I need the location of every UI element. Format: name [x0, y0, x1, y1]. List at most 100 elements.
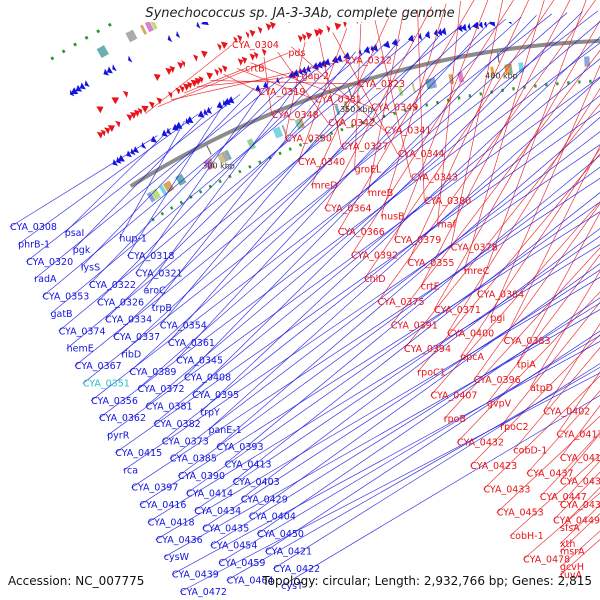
- leader-line: [496, 415, 600, 513]
- leader-line: [263, 57, 273, 116]
- gene-label: CYA_0394: [404, 344, 451, 355]
- leader-line: [559, 405, 600, 459]
- gene-arrow: [269, 22, 276, 30]
- leader-line: [144, 44, 233, 115]
- gene-label: groEL: [355, 165, 383, 176]
- gene-label: CYA_0367: [75, 361, 122, 372]
- gene-arrow: [112, 159, 118, 166]
- leader-line: [137, 12, 568, 390]
- feature-block: [169, 8, 181, 21]
- gene-label: CYA_0319: [258, 87, 305, 98]
- gc-track-mark: [298, 143, 303, 147]
- leader-line: [224, 155, 600, 465]
- gene-arrow: [249, 53, 256, 61]
- gene-label: ribD: [121, 349, 141, 360]
- gene-arrow: [133, 109, 140, 117]
- gc-track-mark: [238, 169, 242, 174]
- leader-line: [123, 144, 600, 471]
- gc-track-mark: [340, 127, 344, 132]
- leader-line: [34, 76, 283, 280]
- gene-label: CYA_0393: [217, 442, 264, 453]
- gene-arrow: [434, 0, 437, 5]
- gene-arrow: [237, 58, 244, 66]
- gene-label: CYA_0437: [527, 469, 574, 480]
- gene-label: CYA_0337: [113, 332, 160, 343]
- feature-block: [343, 101, 350, 113]
- gene-label: CYA_0430: [560, 476, 600, 487]
- gc-track-mark: [96, 29, 101, 34]
- gene-label: crtB: [245, 63, 264, 74]
- feature-block: [272, 126, 284, 139]
- gc-track-mark: [382, 114, 386, 119]
- gene-label: CYA_0312: [345, 56, 392, 67]
- gene-label: trpB: [152, 303, 172, 314]
- gene-arrow: [356, 22, 358, 25]
- gene-arrow: [418, 32, 423, 41]
- backbone-circle: [129, 38, 600, 188]
- gene-arrow: [407, 34, 415, 43]
- gene-label: CYA_0417: [557, 430, 600, 441]
- gene-arrow: [233, 36, 238, 44]
- feature-block: [298, 117, 305, 129]
- feature-block: [204, 159, 214, 171]
- leader-line: [350, 0, 514, 256]
- feature-block: [146, 191, 156, 203]
- feature-block: [209, 0, 219, 2]
- gene-arrow: [457, 24, 463, 33]
- leader-line: [50, 47, 371, 315]
- gene-label: cobH-1: [510, 531, 544, 542]
- label-leader-lines: [9, 0, 600, 593]
- leader-line: [443, 247, 600, 420]
- gene-label: CYA_0423: [470, 461, 517, 472]
- page-title: Synechococcus sp. JA-3-3Ab, complete gen…: [145, 6, 455, 21]
- leader-line: [155, 276, 600, 541]
- gene-label: CYA_0450: [257, 529, 304, 540]
- gene-arrow: [215, 12, 221, 19]
- gene-label: maf: [437, 219, 456, 230]
- gene-arrow: [340, 0, 345, 5]
- leader-line: [175, 21, 491, 361]
- gene-arrow: [201, 22, 209, 26]
- gene-arrow: [84, 80, 90, 88]
- gc-track-mark: [288, 147, 292, 151]
- gene-arrow: [303, 10, 309, 18]
- leader-line: [202, 269, 600, 529]
- gene-label: CYA_0408: [184, 373, 231, 384]
- gc-track-mark: [258, 160, 262, 165]
- leader-line: [374, 20, 412, 178]
- gene-arrow: [443, 0, 449, 3]
- leader-line: [9, 135, 158, 228]
- genome-summary-text: Topology: circular; Length: 2,932,766 bp…: [262, 574, 592, 588]
- feature-block: [125, 29, 138, 43]
- gene-label: CYA_0304: [232, 40, 279, 51]
- leader-line: [88, 71, 298, 286]
- gc-track-mark: [156, 0, 158, 1]
- leader-line: [433, 20, 600, 311]
- leader-line: [417, 153, 600, 373]
- gene-label: pgi: [490, 313, 505, 324]
- gene-label: CYA_0404: [249, 512, 296, 523]
- gene-arrow: [298, 67, 304, 76]
- feature-block: [96, 45, 109, 58]
- leader-line: [183, 15, 537, 378]
- leader-line: [82, 13, 553, 384]
- gene-label: rpoC1: [417, 367, 445, 378]
- gene-arrow: [401, 4, 406, 12]
- leader-line: [194, 235, 600, 512]
- genome-rings: [50, 0, 600, 222]
- leader-line: [163, 309, 600, 558]
- gene-arrow: [343, 51, 351, 60]
- feature-block: [281, 124, 288, 135]
- gene-arrow: [153, 73, 161, 82]
- gene-label: CYA_0375: [378, 297, 425, 308]
- gene-label: gatB: [50, 309, 72, 320]
- gene-arrow: [247, 0, 255, 6]
- tick-label: 350 kbp: [340, 105, 373, 114]
- feature-block: [150, 22, 158, 30]
- leader-line: [437, 0, 461, 225]
- leader-line: [277, 51, 329, 124]
- gene-label: CYA_0447: [540, 492, 587, 503]
- gene-arrow: [221, 65, 228, 73]
- gene-label: CYA_0345: [176, 355, 223, 366]
